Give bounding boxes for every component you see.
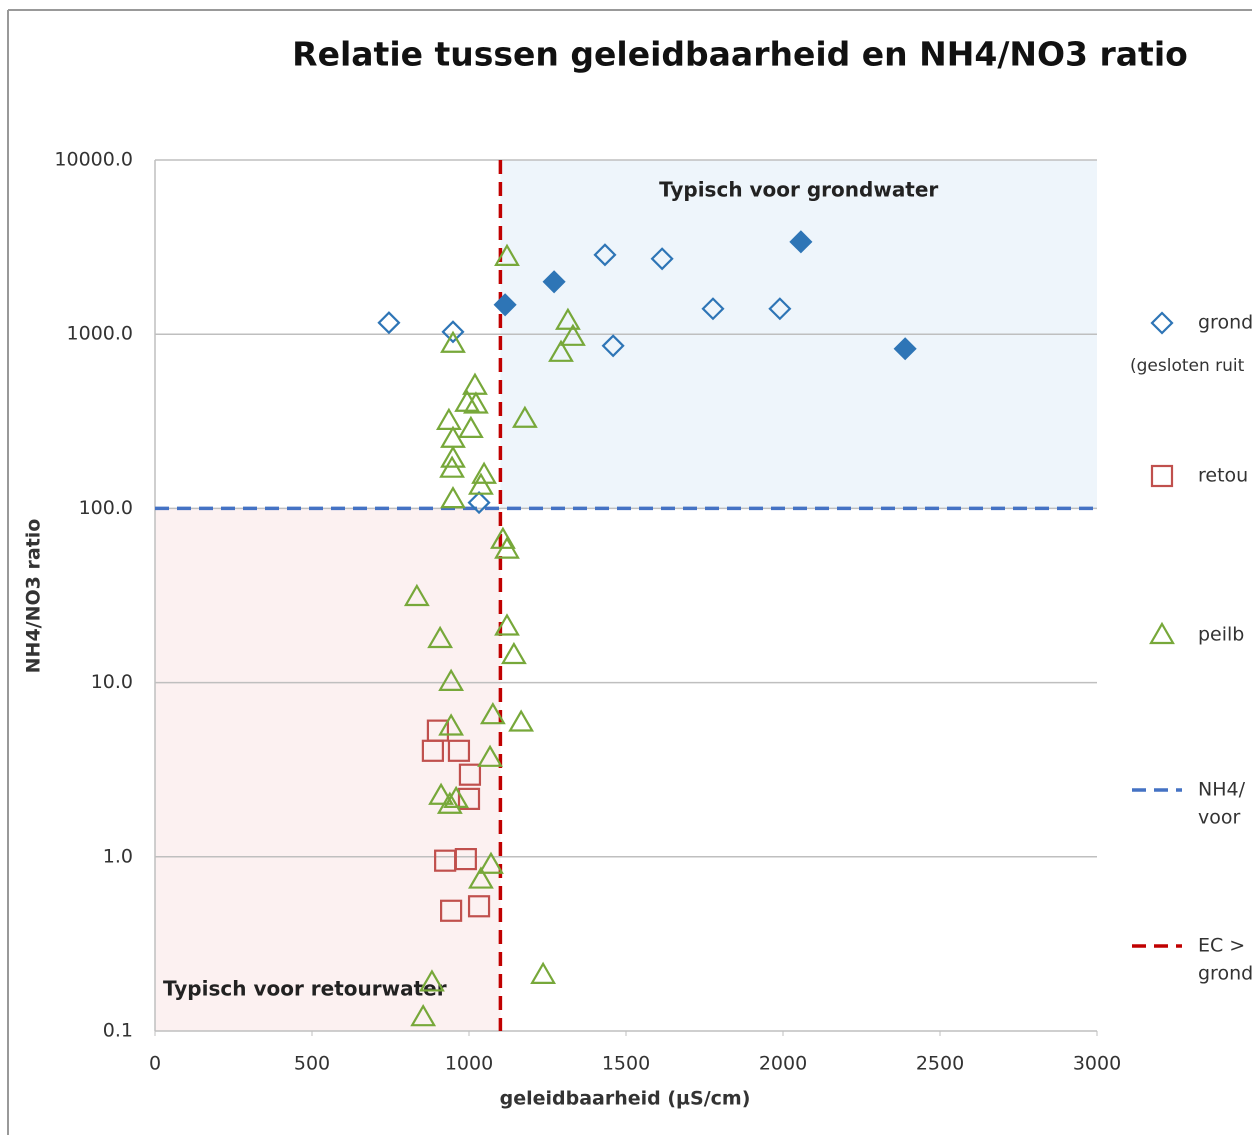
triangle-marker — [477, 744, 503, 767]
y-tick-label: 1000.0 — [67, 323, 133, 345]
triangle-marker — [403, 583, 430, 607]
square-marker — [421, 739, 444, 762]
legend: grond (gesloten ruit retou peilb NH4/voor EC … — [1130, 311, 1252, 985]
x-tick-label: 2000 — [759, 1053, 807, 1075]
diamond-marker — [768, 297, 792, 321]
triangle-marker — [438, 668, 465, 691]
triangle-marker — [440, 485, 466, 509]
triangle-marker — [410, 1004, 437, 1027]
grid: 0.1 1.0 10.0 100.0 1000.0 10000.0 0 500 1000 1500… — [54, 149, 1121, 1075]
square-marker — [457, 787, 481, 810]
triangle-marker — [494, 243, 520, 266]
legend-label: grond — [1198, 963, 1252, 985]
x-tick-label: 3000 — [1073, 1053, 1121, 1075]
triangle-marker — [436, 791, 463, 814]
diamond-marker — [441, 320, 465, 344]
triangle-marker — [560, 323, 586, 346]
legend-note: (gesloten ruit — [1130, 356, 1245, 376]
legend-label: voor — [1198, 807, 1240, 829]
square-marker — [454, 848, 477, 871]
y-tick-label: 1.0 — [103, 845, 133, 867]
triangle-marker — [494, 613, 520, 636]
x-tick-label: 1500 — [602, 1053, 650, 1075]
triangle-marker — [438, 713, 465, 736]
triangle-marker — [463, 391, 489, 414]
triangle-marker — [471, 461, 497, 484]
legend-label: NH4/ — [1198, 779, 1246, 801]
diamond-marker — [467, 491, 491, 515]
triangle-marker — [508, 709, 535, 732]
x-tick-label: 0 — [149, 1053, 161, 1075]
triangle-marker — [428, 782, 454, 805]
triangle-marker — [457, 415, 484, 439]
triangle-marker — [440, 330, 466, 353]
diamond-marker — [601, 334, 625, 358]
square-marker — [467, 895, 491, 918]
diamond-marker — [1150, 311, 1174, 335]
x-tick-label: 1000 — [445, 1053, 493, 1075]
triangle-marker — [440, 445, 466, 468]
triangle-marker — [548, 339, 574, 362]
y-tick-label: 0.1 — [103, 1020, 133, 1042]
region-label: Typisch voor grondwater — [659, 178, 938, 202]
region — [155, 508, 501, 1031]
y-tick-label: 10000.0 — [54, 149, 133, 171]
x-axis-label: geleidbaarheid (µS/cm) — [500, 1088, 751, 1110]
square-marker — [1150, 464, 1174, 488]
square-marker — [458, 763, 482, 786]
diamond-marker — [650, 247, 674, 271]
chart-title: Relatie tussen geleidbaarheid en NH4/NO3… — [292, 35, 1188, 74]
triangle-marker — [555, 307, 581, 330]
x-tick-label: 500 — [294, 1053, 330, 1075]
region-label: Typisch voor retourwater — [163, 977, 447, 1001]
triangle-marker — [439, 455, 465, 478]
diamond-marker — [789, 230, 813, 254]
triangle-marker — [500, 641, 527, 665]
x-tick-label: 2500 — [916, 1053, 964, 1075]
diamond-marker — [542, 270, 566, 294]
legend-label: grond — [1198, 312, 1252, 334]
y-axis-label: NH4/NO3 ratio — [23, 519, 45, 674]
legend-label: peilb — [1198, 624, 1244, 646]
square-marker — [447, 739, 471, 762]
triangle-marker — [1149, 621, 1175, 645]
diamond-marker — [701, 297, 725, 321]
y-tick-label: 10.0 — [91, 671, 133, 693]
marks — [377, 230, 917, 1027]
triangle-marker — [443, 785, 470, 808]
triangle-marker — [427, 625, 454, 649]
triangle-marker — [478, 851, 504, 874]
legend-label: EC > — [1198, 935, 1245, 957]
triangle-marker — [530, 961, 557, 984]
triangle-marker — [494, 536, 520, 559]
legend-label: retou — [1198, 465, 1248, 487]
diamond-marker — [593, 243, 617, 267]
y-tick-label: 100.0 — [79, 497, 133, 519]
diamond-marker — [493, 293, 517, 317]
diamond-marker — [377, 311, 401, 335]
triangle-marker — [435, 407, 462, 430]
triangle-marker — [419, 969, 445, 992]
triangle-marker — [511, 405, 538, 428]
triangle-marker — [468, 472, 494, 495]
triangle-marker — [468, 866, 494, 889]
diamond-marker — [893, 337, 917, 361]
triangle-marker — [479, 701, 506, 725]
square-marker — [440, 899, 463, 922]
